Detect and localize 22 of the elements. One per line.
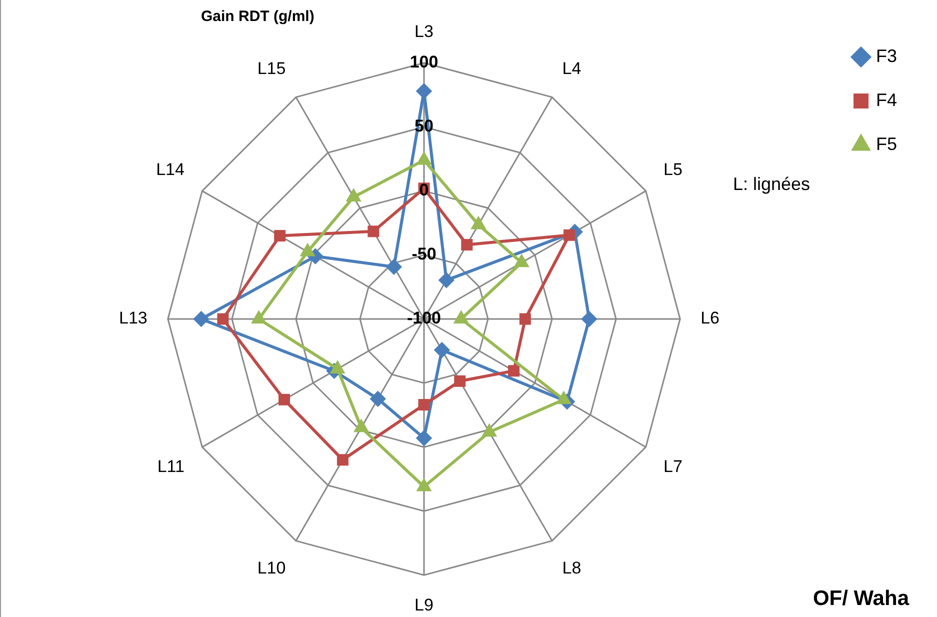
- text: Gain RDT (g/ml): [201, 8, 314, 25]
- spoke-label: L4: [562, 58, 582, 78]
- spoke-label: L11: [157, 457, 184, 476]
- spoke-label: L5: [664, 160, 682, 180]
- legend-label: F4: [876, 90, 898, 110]
- spoke-label: L9: [414, 595, 434, 614]
- spoke-label: L13: [119, 308, 148, 328]
- text: L: lignées: [733, 174, 810, 195]
- y-tick-label: -50: [412, 244, 436, 264]
- y-tick-label: -100: [406, 308, 442, 328]
- legend-label: F3: [876, 46, 898, 66]
- spoke-label: L6: [700, 308, 720, 328]
- spoke-label: L8: [562, 558, 582, 578]
- spoke-label: L10: [257, 558, 286, 578]
- legend-label: F5: [876, 134, 898, 154]
- spoke-label: L7: [664, 457, 682, 476]
- spoke-label: L15: [257, 58, 286, 78]
- spoke-label: L3: [414, 22, 434, 41]
- y-tick-label: 50: [414, 116, 434, 136]
- text: OF/ Waha: [812, 587, 909, 611]
- y-tick-label: 100: [410, 52, 438, 72]
- spoke-label: L14: [156, 160, 184, 180]
